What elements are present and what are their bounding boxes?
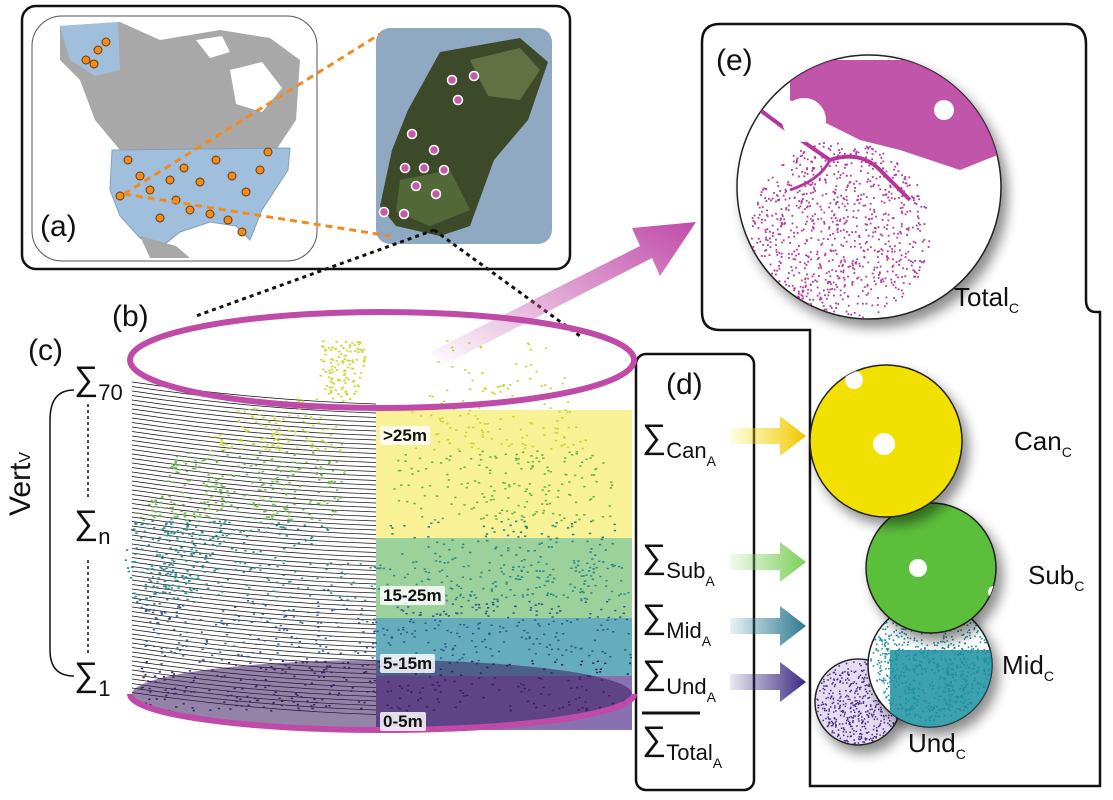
panel-c-label: (c) <box>28 334 63 367</box>
vertical-axis-label: VertV <box>4 451 37 516</box>
band-label-canopy: >25m <box>380 426 430 445</box>
output-label-can: CanC <box>1014 426 1072 460</box>
vertical-sigma-top: ∑70 <box>74 360 123 405</box>
satellite-inset <box>376 28 552 244</box>
output-label-und: UndC <box>908 728 966 762</box>
site-connector-lines <box>195 228 581 338</box>
sum-total: ∑TotalA <box>642 720 723 771</box>
band-label-understory: 0-5m <box>380 712 426 731</box>
sum-understory: ∑UndA <box>642 654 716 705</box>
projection-arrow <box>430 222 696 366</box>
sum-arrows <box>730 416 806 702</box>
panel-d-frame <box>634 352 756 792</box>
band-label-subcanopy: 15-25m <box>380 586 445 605</box>
sum-canopy: ∑CanA <box>642 418 716 469</box>
lidar-cylinder <box>124 309 637 733</box>
vertical-sigma-bottom: ∑1 <box>74 656 111 701</box>
output-label-mid: MidC <box>1002 650 1055 684</box>
panel-d-label: (d) <box>666 368 703 401</box>
panel-a-label: (a) <box>40 210 77 243</box>
map-connector-lines <box>123 32 391 238</box>
vertical-bracket <box>49 389 75 677</box>
band-label-midstory: 5-15m <box>380 654 436 673</box>
output-label-total: TotalC <box>954 282 1020 316</box>
sum-subcanopy: ∑SubA <box>642 538 715 589</box>
output-circle-sub <box>865 502 997 634</box>
panel-e-frame <box>700 22 1102 788</box>
panel-b-label: (b) <box>112 300 149 333</box>
panel-e-label: (e) <box>716 44 753 77</box>
output-label-sub: SubC <box>1028 560 1085 594</box>
sum-midstory: ∑MidA <box>642 598 712 649</box>
vertical-sigma-n: ∑n <box>74 504 111 549</box>
